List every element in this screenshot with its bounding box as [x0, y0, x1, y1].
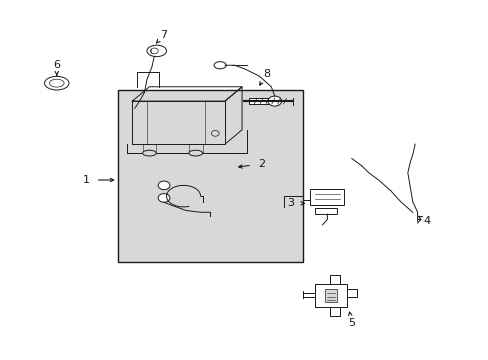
Text: 8: 8 [263, 69, 269, 79]
Bar [315, 284, 346, 307]
Bar [325, 289, 336, 302]
Ellipse shape [147, 45, 166, 57]
Bar [315, 208, 336, 214]
Ellipse shape [44, 76, 69, 90]
Bar [249, 98, 268, 104]
Text: 6: 6 [53, 60, 60, 70]
Text: 3: 3 [287, 198, 294, 208]
Text: 5: 5 [347, 319, 355, 328]
Circle shape [158, 194, 169, 202]
Ellipse shape [142, 150, 156, 156]
Text: 7: 7 [160, 30, 167, 40]
Circle shape [158, 181, 169, 190]
Text: 4: 4 [423, 216, 430, 226]
Bar [310, 189, 344, 205]
Circle shape [211, 131, 219, 136]
Bar [118, 90, 303, 262]
Text: 1: 1 [82, 175, 89, 185]
Ellipse shape [188, 150, 202, 156]
Circle shape [267, 96, 281, 106]
Text: 2: 2 [258, 159, 264, 169]
Ellipse shape [214, 62, 226, 69]
Ellipse shape [49, 79, 64, 87]
Circle shape [150, 48, 158, 54]
